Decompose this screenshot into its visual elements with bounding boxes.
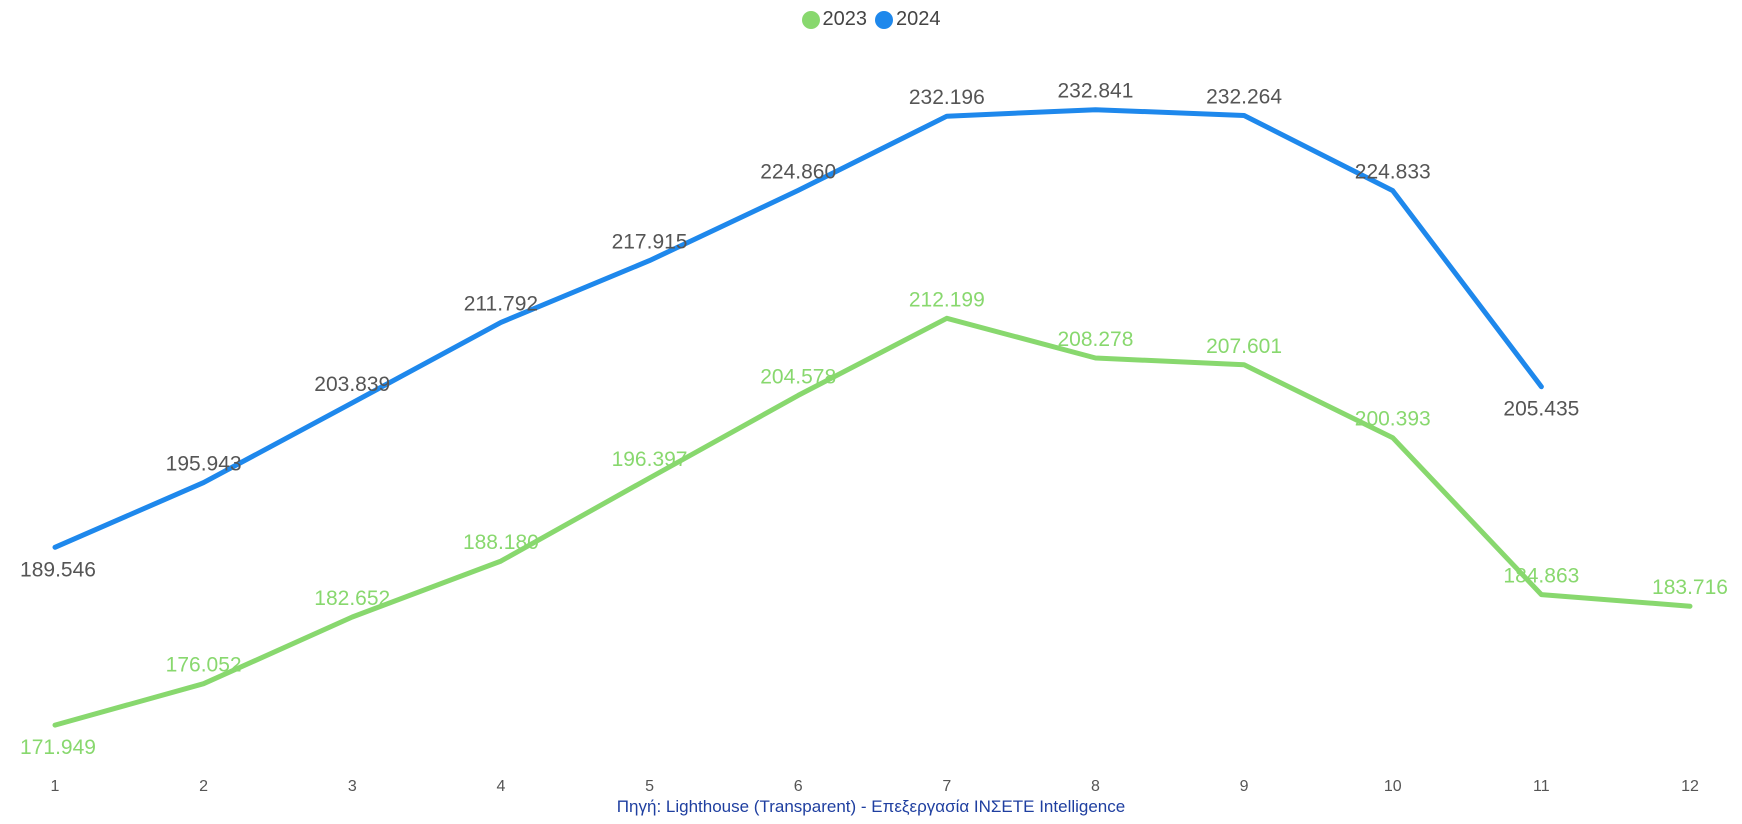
legend-item-2024[interactable]: 2024 (875, 8, 941, 31)
x-tick-label: 9 (1240, 778, 1249, 795)
data-label-2023: 196.397 (612, 448, 688, 471)
data-label-2023: 208.278 (1057, 328, 1133, 351)
data-label-2023: 184.863 (1503, 565, 1579, 588)
x-tick-label: 5 (645, 778, 654, 795)
data-label-2024: 203.839 (314, 373, 390, 396)
data-label-2023: 200.393 (1355, 408, 1431, 431)
x-tick-label: 4 (496, 778, 505, 795)
data-label-2024: 205.435 (1503, 398, 1579, 421)
data-label-2023: 182.652 (314, 587, 390, 610)
legend-swatch-2024-icon (875, 10, 893, 29)
series-line-2024 (52, 107, 1544, 550)
x-tick-label: 1 (51, 778, 60, 795)
legend-label-2023: 2023 (822, 8, 868, 30)
x-tick-label: 8 (1091, 778, 1100, 795)
data-label-2024: 195.943 (166, 453, 242, 476)
data-label-2023: 204.578 (760, 365, 836, 388)
legend-label-2024: 2024 (896, 8, 941, 30)
data-label-2024: 232.264 (1206, 86, 1282, 109)
x-tick-label: 3 (348, 778, 357, 795)
data-label-2024: 217.915 (612, 231, 688, 254)
data-label-2024: 224.860 (760, 160, 836, 183)
data-label-2023: 212.199 (909, 288, 985, 311)
legend-item-2023[interactable]: 2023 (801, 8, 868, 31)
data-label-2023: 171.949 (20, 736, 96, 759)
data-label-2024: 211.792 (464, 292, 538, 315)
data-labels: 171.949 176.052 182.652 188.180 196.397 204.5… (20, 80, 1728, 759)
source-note: Πηγή: Lighthouse (Transparent) - Επεξεργ… (616, 797, 1126, 816)
data-label-2023: 207.601 (1206, 335, 1282, 358)
data-label-2024: 232.196 (909, 86, 985, 109)
x-tick-label: 10 (1384, 778, 1402, 795)
data-label-2024: 224.833 (1355, 161, 1431, 184)
data-label-2024: 189.546 (20, 558, 96, 581)
data-label-2023: 188.180 (463, 531, 539, 554)
x-tick-label: 11 (1533, 778, 1550, 795)
data-label-2024: 232.841 (1057, 80, 1133, 103)
data-label-2023: 176.052 (166, 654, 242, 677)
legend-swatch-2023-icon (801, 10, 820, 29)
series-line-2023 (52, 315, 1693, 728)
x-axis: 1 2 3 4 5 6 7 8 9 10 11 12 (51, 778, 1699, 795)
x-tick-label: 6 (794, 778, 803, 795)
x-tick-label: 2 (199, 778, 208, 795)
series-lines (52, 107, 1693, 728)
x-tick-label: 12 (1681, 778, 1699, 795)
legend: 2023 2024 (0, 8, 1742, 31)
x-tick-label: 7 (942, 778, 951, 795)
data-label-2023: 183.716 (1652, 576, 1728, 599)
